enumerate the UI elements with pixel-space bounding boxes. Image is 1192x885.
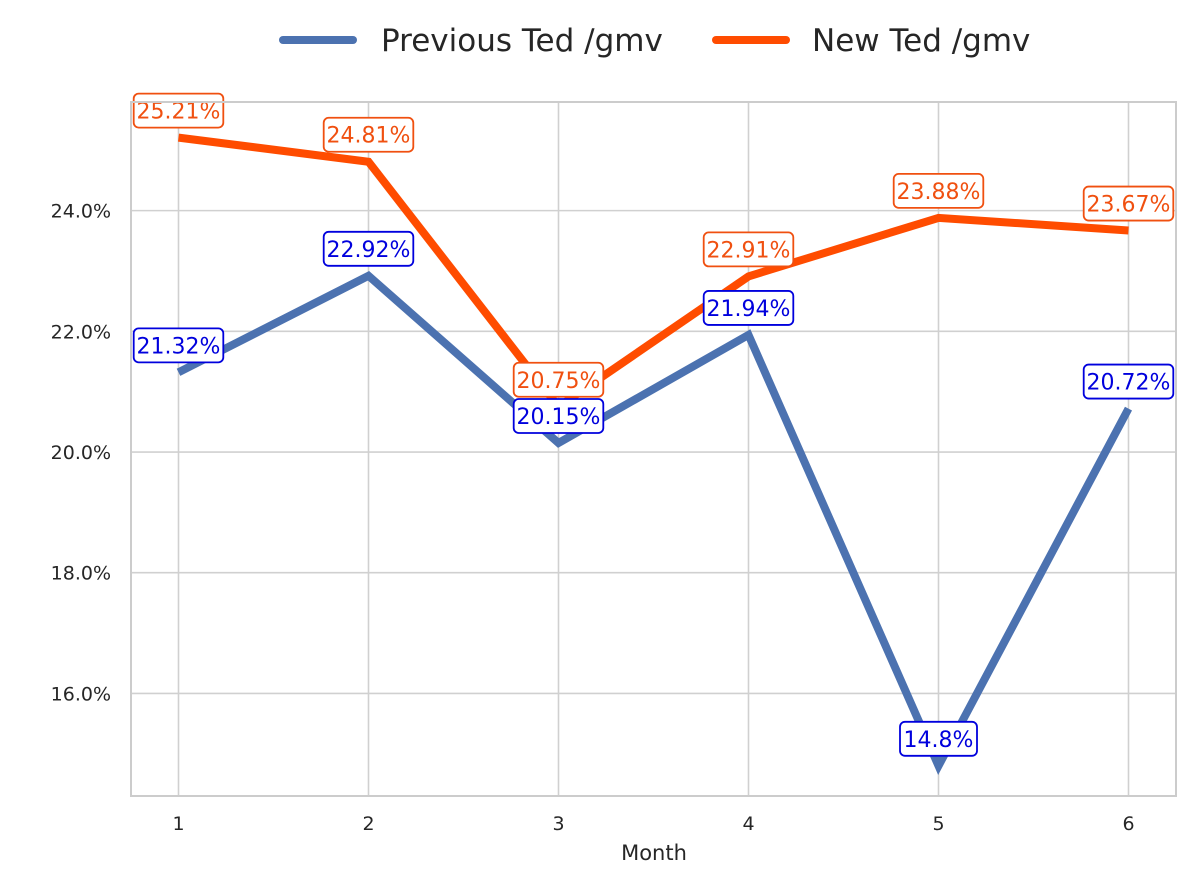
data-label-text: 21.32% xyxy=(137,334,221,359)
plot-frame xyxy=(130,101,1177,797)
data-label-box xyxy=(702,231,795,268)
x-tick-label: 1 xyxy=(172,813,184,835)
data-label: 23.88% xyxy=(892,172,985,209)
legend-item: Previous Ted /gmv xyxy=(279,23,663,59)
data-label-box xyxy=(512,398,605,434)
data-label-text: 23.67% xyxy=(1087,193,1171,218)
x-tick-label: 4 xyxy=(742,813,754,835)
data-label: 25.21% xyxy=(132,92,225,129)
y-tick-label: 16.0% xyxy=(51,683,111,705)
data-label: 22.92% xyxy=(322,230,415,267)
data-label: 21.94% xyxy=(702,290,795,326)
x-tick-label: 6 xyxy=(1122,813,1134,835)
data-label-text: 21.94% xyxy=(707,297,791,322)
data-label-box xyxy=(702,290,795,326)
y-tick-label: 22.0% xyxy=(51,321,111,343)
data-label-text: 23.88% xyxy=(897,180,981,205)
y-tick-label: 24.0% xyxy=(51,201,111,223)
data-label-text: 25.21% xyxy=(137,100,221,125)
data-label: 14.8% xyxy=(899,720,978,757)
data-label-box xyxy=(1082,185,1175,222)
data-label: 23.67% xyxy=(1082,185,1175,222)
data-label-box xyxy=(132,327,225,364)
series-line-new xyxy=(177,133,1129,413)
data-label-box xyxy=(1082,363,1175,400)
data-label: 21.32% xyxy=(132,327,225,364)
data-label: 22.91% xyxy=(702,231,795,268)
x-axis-label: Month xyxy=(621,841,687,865)
legend-item: New Ted /gmv xyxy=(712,23,1030,59)
series-line-previous xyxy=(176,271,1133,775)
data-label-text: 22.91% xyxy=(707,238,791,263)
data-label-text: 20.15% xyxy=(517,405,601,430)
data-label-text: 14.8% xyxy=(904,728,974,753)
legend-label: Previous Ted /gmv xyxy=(381,23,663,59)
data-label: 20.15% xyxy=(512,398,605,434)
data-label-text: 20.72% xyxy=(1087,371,1171,396)
data-label-box xyxy=(512,361,605,398)
data-label: 24.81% xyxy=(322,116,415,153)
legend-label: New Ted /gmv xyxy=(812,23,1030,59)
data-label-text: 22.92% xyxy=(327,238,411,263)
data-label-box xyxy=(899,720,978,757)
x-tick-label: 3 xyxy=(552,813,564,835)
axis-layer: 16.0% 18.0% 20.0% 22.0% 24.0% 1 2 3 4 5 6 xyxy=(51,101,1177,835)
data-label-text: 24.81% xyxy=(327,124,411,149)
data-label: 20.75% xyxy=(512,361,605,398)
grid-layer xyxy=(131,102,1176,796)
x-tick-label: 2 xyxy=(362,813,374,835)
legend: Previous Ted /gmv New Ted /gmv xyxy=(279,23,1030,59)
data-label-layer: 21.32% 22.92% 20.15% 21.94% 14.8% 20.72% 25.21… xyxy=(132,92,1175,757)
y-tick-label: 20.0% xyxy=(51,442,111,464)
x-tick-label: 5 xyxy=(932,813,944,835)
data-label: 20.72% xyxy=(1082,363,1175,400)
series-layer xyxy=(176,133,1133,775)
y-tick-label: 18.0% xyxy=(51,563,111,585)
data-label-box xyxy=(892,172,985,209)
data-label-box xyxy=(322,230,415,267)
data-label-text: 20.75% xyxy=(517,369,601,394)
data-label-box xyxy=(322,116,415,153)
